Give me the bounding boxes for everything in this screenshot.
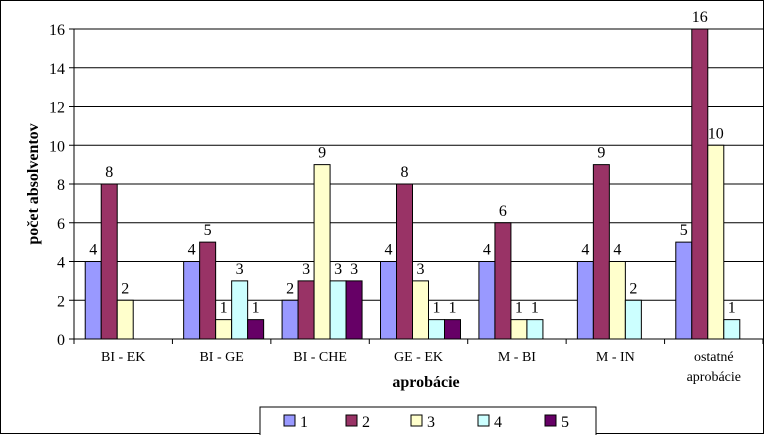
data-label: 9 — [318, 145, 326, 162]
bar — [231, 280, 249, 340]
category-label: M - BI — [498, 350, 536, 365]
data-label: 8 — [105, 164, 113, 181]
data-label: 3 — [350, 261, 358, 278]
bar — [624, 299, 642, 340]
data-label: 16 — [692, 9, 708, 26]
bar — [116, 299, 134, 340]
data-label: 5 — [680, 222, 688, 239]
legend-label: 4 — [494, 414, 502, 431]
bar — [675, 241, 693, 340]
data-label: 1 — [728, 300, 736, 317]
y-tick-label: 6 — [57, 216, 65, 233]
legend-box — [259, 406, 597, 435]
data-label: 2 — [286, 280, 294, 297]
bar — [576, 261, 594, 340]
data-label: 1 — [531, 300, 539, 317]
data-label: 1 — [252, 300, 260, 317]
y-tick-label: 10 — [49, 138, 65, 155]
bar — [608, 261, 626, 340]
data-label: 4 — [483, 242, 491, 259]
data-label: 4 — [581, 242, 589, 259]
data-label: 2 — [629, 280, 637, 297]
legend-label: 1 — [300, 414, 308, 431]
legend-label: 5 — [561, 414, 569, 431]
data-label: 5 — [204, 222, 212, 239]
bar — [329, 280, 347, 340]
y-tick-label: 8 — [57, 177, 65, 194]
data-label: 10 — [708, 125, 724, 142]
bar — [281, 299, 299, 340]
bar — [345, 280, 363, 340]
bar — [183, 261, 201, 340]
category-label: aprobácie — [687, 370, 741, 385]
y-tick-label: 16 — [49, 22, 65, 39]
bar — [428, 319, 445, 340]
data-label: 1 — [449, 300, 457, 317]
y-tick-label: 12 — [49, 100, 65, 117]
y-tick-label: 14 — [49, 61, 65, 78]
data-label: 3 — [334, 261, 342, 278]
data-label: 3 — [236, 261, 244, 278]
data-label: 1 — [220, 300, 228, 317]
y-axis-title: počet absolventov — [25, 123, 42, 244]
legend: 1 2 3 4 5 — [259, 406, 597, 435]
x-axis-title: aprobácie — [392, 374, 459, 391]
bar — [297, 280, 315, 340]
bar — [380, 261, 397, 340]
bar — [723, 319, 741, 340]
data-label: 3 — [417, 261, 425, 278]
data-label: 1 — [515, 300, 523, 317]
legend-label: 2 — [362, 414, 370, 431]
data-label: 9 — [597, 145, 605, 162]
bar — [691, 28, 709, 340]
bar — [707, 144, 725, 340]
data-label: 4 — [89, 242, 97, 259]
category-label: M - IN — [596, 350, 635, 365]
bar — [247, 319, 265, 340]
data-label: 6 — [499, 203, 507, 220]
bar — [396, 183, 413, 340]
bar — [444, 319, 461, 340]
bar — [199, 241, 217, 340]
legend-swatch — [544, 414, 557, 427]
category-label: ostatné — [694, 350, 734, 365]
category-label: BI - CHE — [293, 350, 347, 365]
legend-swatch — [283, 414, 296, 427]
bar — [313, 164, 331, 340]
data-label: 4 — [385, 242, 393, 259]
data-label: 3 — [302, 261, 310, 278]
bar — [84, 261, 102, 340]
bar — [478, 261, 496, 340]
legend-swatch — [410, 414, 423, 427]
category-label: GE - EK — [394, 350, 443, 365]
legend-swatch — [345, 414, 358, 427]
bar — [494, 222, 512, 340]
bar — [100, 183, 118, 340]
bar — [215, 319, 233, 340]
data-label: 8 — [401, 164, 409, 181]
y-tick-label: 2 — [57, 293, 65, 310]
category-label: BI - EK — [101, 350, 145, 365]
data-label: 2 — [121, 280, 129, 297]
bar — [526, 319, 544, 340]
y-tick-label: 4 — [57, 255, 65, 272]
data-label: 4 — [188, 242, 196, 259]
data-label: 4 — [613, 242, 621, 259]
category-label: BI - GE — [199, 350, 243, 365]
data-label: 1 — [433, 300, 441, 317]
y-tick-label: 0 — [57, 332, 65, 349]
bar — [412, 280, 429, 340]
bar — [592, 164, 610, 340]
legend-label: 3 — [427, 414, 435, 431]
bar — [510, 319, 528, 340]
legend-swatch — [477, 414, 490, 427]
